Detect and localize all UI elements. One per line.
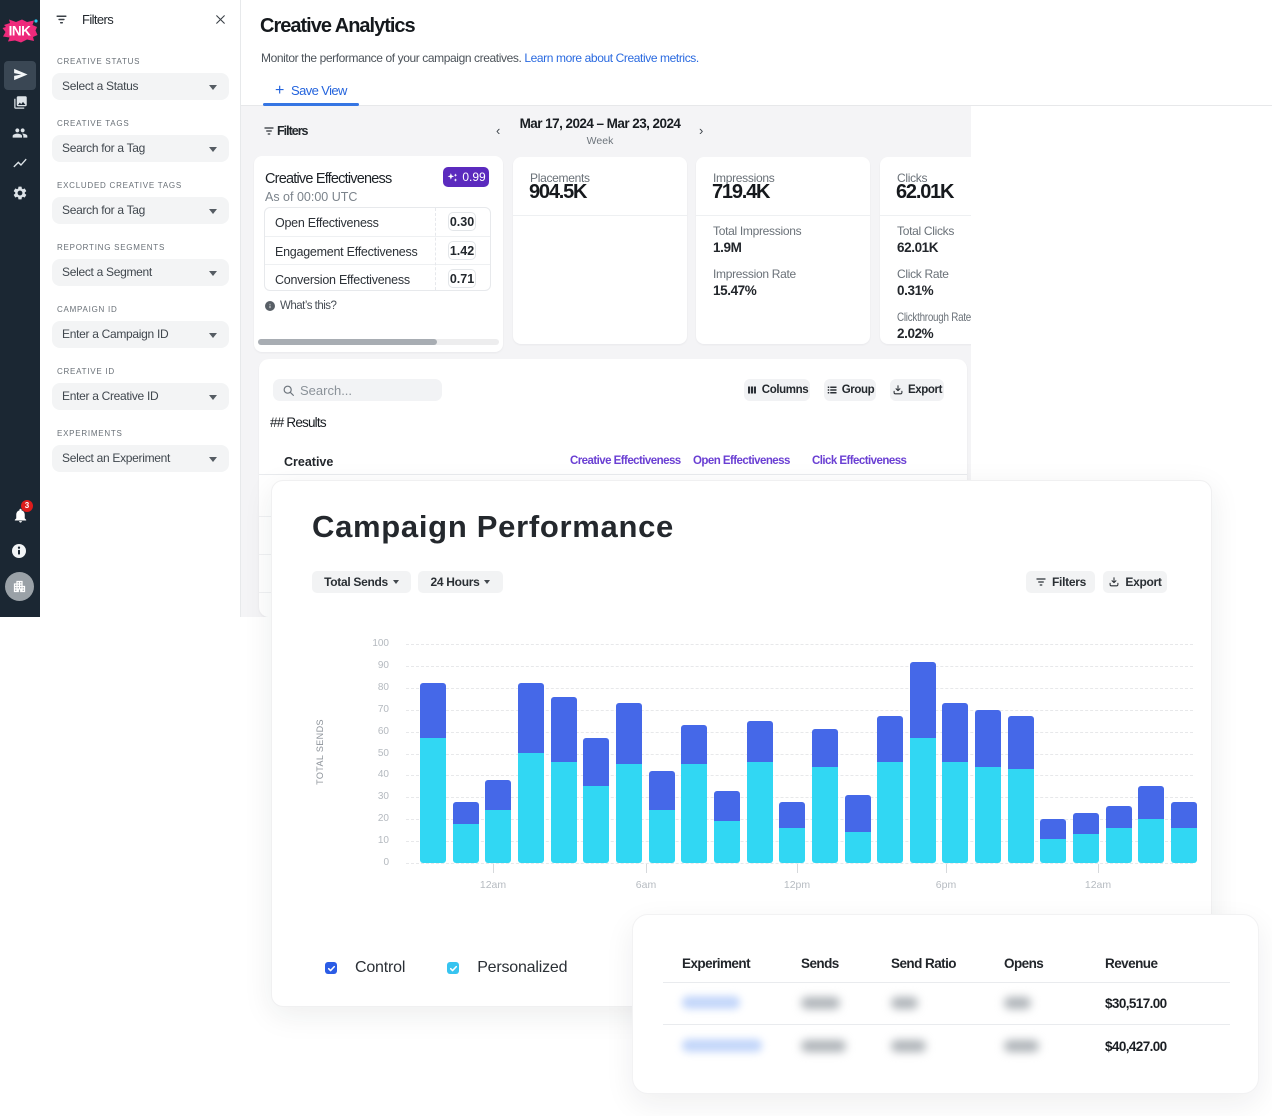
svg-text:INK: INK [9,24,32,39]
